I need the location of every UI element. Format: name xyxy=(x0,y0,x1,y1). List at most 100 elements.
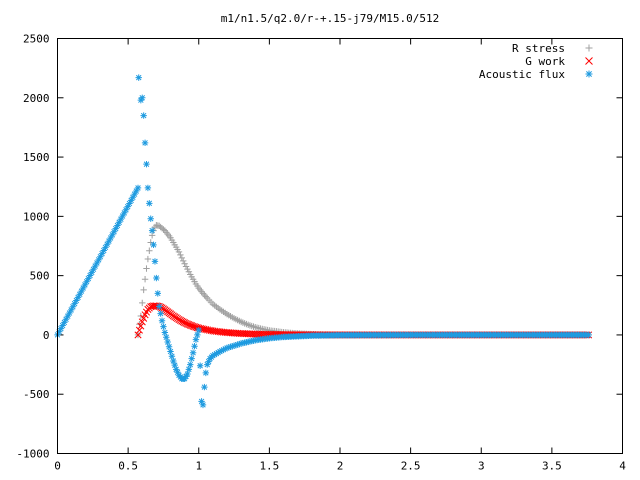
data-point xyxy=(91,262,99,270)
data-point xyxy=(105,237,113,245)
y-tick-label: -1000 xyxy=(16,448,49,461)
y-tick-label: 2500 xyxy=(23,33,50,46)
data-point xyxy=(232,341,240,349)
legend-marker xyxy=(585,70,593,78)
data-point xyxy=(191,342,198,350)
data-point xyxy=(103,241,111,248)
data-point xyxy=(68,306,75,314)
data-point xyxy=(64,312,71,320)
data-point xyxy=(178,254,185,262)
y-tick-label: 500 xyxy=(30,270,50,283)
data-point xyxy=(110,228,118,235)
data-point xyxy=(100,247,107,254)
x-tick-label: 2 xyxy=(337,460,344,473)
data-point xyxy=(175,248,183,256)
data-point xyxy=(230,342,238,349)
data-point xyxy=(199,401,207,409)
x-tick-label: 0 xyxy=(54,460,61,473)
data-point xyxy=(74,294,82,301)
data-point xyxy=(234,341,241,348)
data-point xyxy=(146,200,153,207)
legend-marker xyxy=(585,57,593,65)
x-tick-label: 3 xyxy=(478,460,485,473)
data-point xyxy=(61,319,68,326)
data-point xyxy=(181,375,188,382)
plot-frame xyxy=(57,38,623,454)
data-point xyxy=(109,231,116,239)
data-point xyxy=(59,322,66,329)
data-point xyxy=(181,260,188,267)
data-point xyxy=(152,302,160,310)
data-point xyxy=(139,94,146,101)
data-point xyxy=(198,398,205,405)
legend-label: R stress xyxy=(512,42,565,55)
data-point xyxy=(150,241,157,249)
legend-label: Acoustic flux xyxy=(479,68,565,81)
data-point xyxy=(163,334,170,341)
data-point xyxy=(121,209,128,217)
data-point xyxy=(66,309,73,317)
series-r-stress xyxy=(134,222,592,339)
data-point xyxy=(57,325,65,332)
data-point xyxy=(154,290,161,297)
data-point xyxy=(177,251,184,259)
data-point xyxy=(137,96,145,104)
y-tick-label: 1500 xyxy=(23,151,50,164)
legend-marker xyxy=(585,44,593,52)
data-point xyxy=(95,256,102,264)
data-point xyxy=(172,366,180,373)
data-point xyxy=(188,355,195,362)
data-point xyxy=(160,323,167,330)
data-point xyxy=(139,299,146,307)
data-point xyxy=(90,266,97,273)
data-point xyxy=(143,265,150,272)
data-point xyxy=(134,184,142,192)
data-point xyxy=(223,344,231,352)
tick-labels: 0 0.5 1 1.5 2 2.5 3 3.5 4 2500 2000 1500 1000 500 0 -50… xyxy=(16,33,626,473)
y-tick-label: -500 xyxy=(23,388,50,401)
data-point xyxy=(114,222,121,229)
data-point xyxy=(185,268,193,275)
data-point xyxy=(202,293,210,300)
data-point xyxy=(214,349,222,356)
data-point xyxy=(184,265,191,273)
data-point xyxy=(126,200,133,207)
data-point xyxy=(143,160,150,168)
data-point xyxy=(144,184,152,192)
chart-title: m1/n1.5/q2.0/r-+.15-j79/M15.0/512 xyxy=(221,12,440,25)
data-point xyxy=(69,303,77,310)
data-point xyxy=(216,348,224,355)
data-point xyxy=(202,369,210,377)
data-point xyxy=(133,187,140,195)
data-point xyxy=(174,369,181,376)
data-point xyxy=(107,234,114,242)
data-point xyxy=(146,247,153,254)
data-point xyxy=(182,263,190,270)
data-point xyxy=(98,250,106,257)
data-point xyxy=(135,74,142,81)
data-point xyxy=(134,331,142,339)
data-point xyxy=(78,287,85,295)
data-point xyxy=(83,278,90,285)
data-point xyxy=(117,215,125,223)
data-point xyxy=(201,291,208,299)
data-point xyxy=(88,269,95,276)
data-point xyxy=(218,347,225,354)
legend-label: G work xyxy=(525,55,565,68)
data-point xyxy=(204,361,211,368)
x-tick-label: 1.5 xyxy=(259,460,279,473)
data-point xyxy=(112,225,119,232)
x-tick-label: 4 xyxy=(619,460,626,473)
data-point xyxy=(161,329,169,336)
data-point xyxy=(189,349,197,356)
data-point xyxy=(184,370,191,378)
data-point xyxy=(160,226,167,233)
data-point xyxy=(222,345,229,353)
data-point xyxy=(147,215,154,222)
data-point xyxy=(585,331,592,339)
data-point xyxy=(171,361,178,369)
data-point xyxy=(205,358,212,365)
data-point xyxy=(148,227,156,234)
